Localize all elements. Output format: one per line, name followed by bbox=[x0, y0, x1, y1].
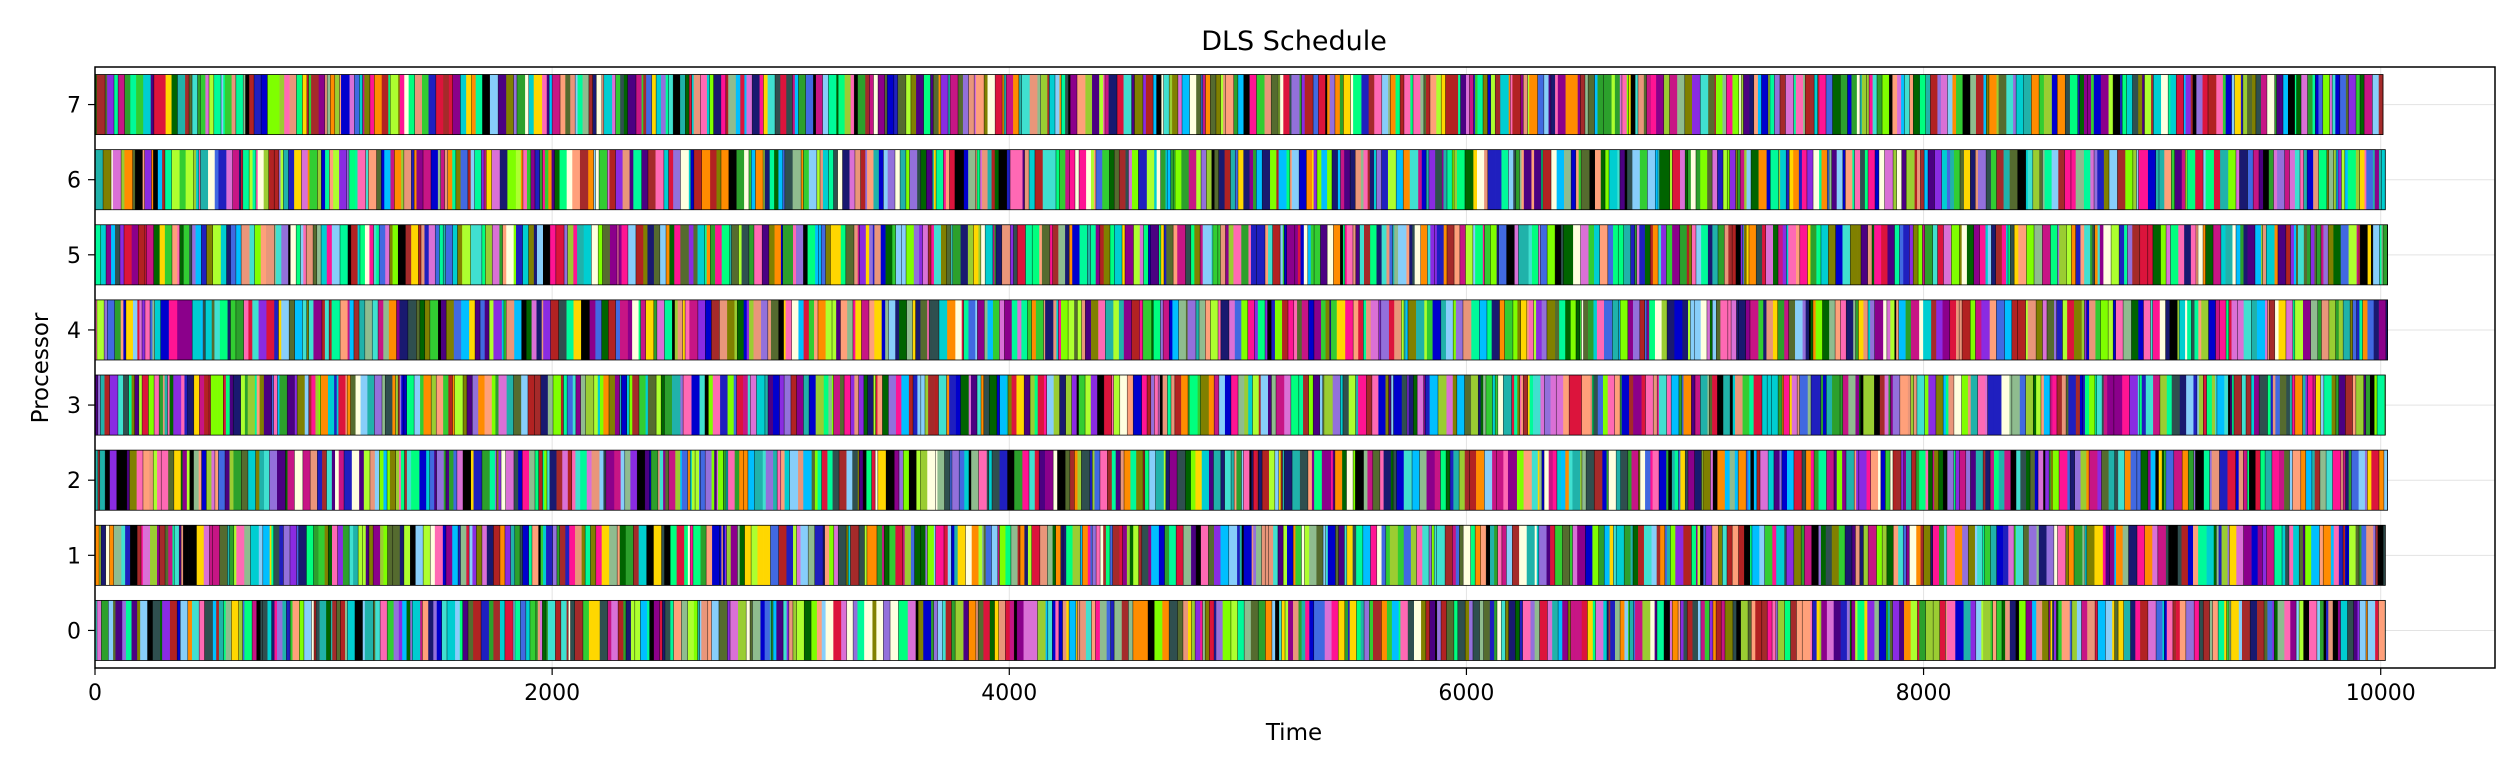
x-tick-label-5: 10000 bbox=[2346, 681, 2416, 706]
processor-row-3 bbox=[95, 375, 2386, 435]
processor-row-4 bbox=[95, 300, 2388, 360]
x-tick-label-3: 6000 bbox=[1438, 681, 1494, 706]
x-tick-label-0: 0 bbox=[88, 681, 102, 706]
processor-row-7 bbox=[95, 75, 2383, 135]
y-tick-label-3: 3 bbox=[67, 394, 81, 419]
y-tick-label-2: 2 bbox=[67, 469, 81, 494]
x-tick-label-4: 8000 bbox=[1896, 681, 1952, 706]
x-axis-ticks: 0 2000 4000 6000 8000 10000 bbox=[88, 668, 2416, 706]
x-tick-label-2: 4000 bbox=[981, 681, 1037, 706]
y-tick-label-6: 6 bbox=[67, 169, 81, 194]
x-tick-label-1: 2000 bbox=[524, 681, 580, 706]
processor-row-0 bbox=[95, 600, 2386, 660]
processor-rows bbox=[95, 75, 2388, 661]
y-axis-label: Processor bbox=[28, 312, 54, 423]
chart-title: DLS Schedule bbox=[1201, 26, 1387, 57]
processor-row-1 bbox=[95, 525, 2386, 585]
processor-row-5 bbox=[95, 225, 2388, 285]
y-tick-label-4: 4 bbox=[67, 319, 81, 344]
y-axis-ticks: 0 1 2 3 4 5 6 7 bbox=[67, 94, 95, 645]
y-tick-label-7: 7 bbox=[67, 94, 81, 119]
x-axis-label: Time bbox=[1265, 720, 1322, 746]
y-tick-label-5: 5 bbox=[67, 244, 81, 269]
y-tick-label-1: 1 bbox=[67, 544, 81, 569]
y-tick-label-0: 0 bbox=[67, 619, 81, 644]
processor-row-2 bbox=[95, 450, 2388, 510]
processor-row-6 bbox=[95, 150, 2386, 210]
